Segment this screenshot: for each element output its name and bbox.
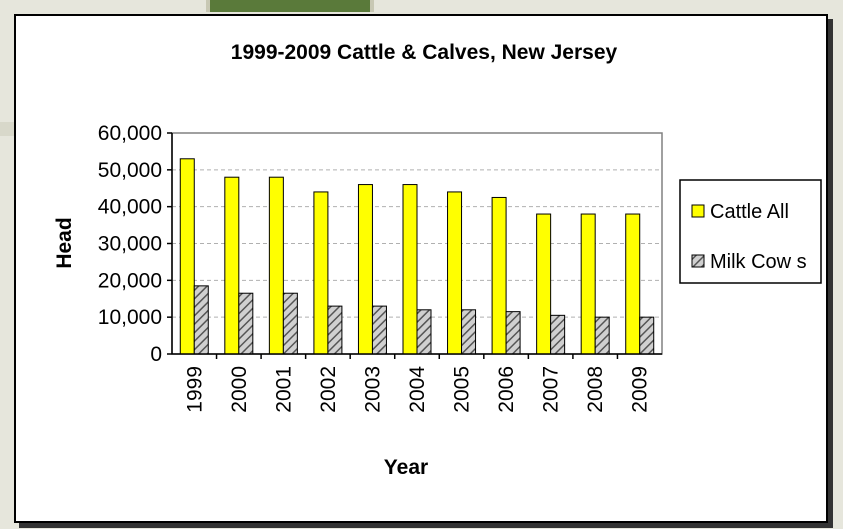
x-tick-label: 2008 [584, 366, 607, 413]
bar-milk-cow-s-2007 [550, 314, 566, 355]
bar-cattle-all-2006 [491, 196, 507, 355]
x-tick-label: 2001 [272, 366, 295, 413]
bar-cattle-all-2004 [402, 184, 418, 355]
bar-cattle-all-2008 [580, 213, 596, 355]
bar-cattle-all-2002 [313, 191, 329, 355]
bars-group [179, 158, 655, 355]
x-tick-label: 2000 [228, 366, 251, 413]
bar-milk-cow-s-2005 [461, 309, 477, 355]
legend-box [679, 179, 822, 284]
chart-title: 1999-2009 Cattle & Calves, New Jersey [231, 41, 618, 64]
bar-cattle-all-2005 [447, 191, 463, 355]
y-tick-label: 10,000 [98, 306, 162, 329]
x-tick-label: 2004 [406, 366, 429, 413]
y-tick-label: 40,000 [98, 196, 162, 219]
bar-milk-cow-s-2004 [416, 309, 432, 355]
bar-milk-cow-s-2001 [282, 292, 298, 355]
x-axis-title: Year [384, 456, 428, 479]
bar-cattle-all-2003 [357, 184, 373, 355]
bar-milk-cow-s-2008 [594, 316, 610, 355]
x-tick-label: 2006 [495, 366, 518, 413]
bar-cattle-all-2001 [268, 176, 284, 355]
bar-milk-cow-s-2000 [238, 292, 254, 355]
bar-cattle-all-2009 [625, 213, 641, 355]
background-strip-top [206, 0, 374, 12]
y-tick-label: 0 [150, 343, 162, 366]
y-tick-labels: 0 10,000 20,000 30,000 40,000 50,000 60,000 [98, 122, 172, 366]
legend-swatch [691, 254, 705, 268]
legend-swatch [691, 204, 705, 218]
bar-milk-cow-s-1999 [193, 285, 209, 355]
bar-milk-cow-s-2006 [505, 311, 521, 355]
bar-cattle-all-2000 [224, 176, 240, 355]
legend: Cattle All Milk Cow s [691, 201, 807, 273]
y-tick-label: 30,000 [98, 233, 162, 256]
bar-milk-cow-s-2009 [639, 316, 655, 355]
x-tick-label: 2007 [540, 366, 563, 413]
bar-cattle-all-1999 [179, 158, 195, 355]
bar-milk-cow-s-2002 [327, 305, 343, 355]
y-tick-label: 60,000 [98, 122, 162, 145]
x-tick-label: 2002 [317, 366, 340, 413]
x-tick-label: 2005 [451, 366, 474, 413]
y-tick-label: 20,000 [98, 269, 162, 292]
x-tick-label: 2003 [361, 366, 384, 413]
x-tick-label: 2009 [629, 366, 652, 413]
bar-milk-cow-s-2003 [371, 305, 387, 355]
legend-label: Milk Cow s [710, 251, 807, 273]
bar-cattle-all-2007 [536, 213, 552, 355]
y-axis-title: Head [53, 217, 76, 268]
x-tick-labels: 1999 2000 2001 2002 2003 2004 2005 2006 2007 2008… [183, 354, 652, 413]
x-tick-label: 1999 [183, 366, 206, 413]
y-tick-label: 50,000 [98, 159, 162, 182]
legend-label: Cattle All [710, 201, 789, 223]
